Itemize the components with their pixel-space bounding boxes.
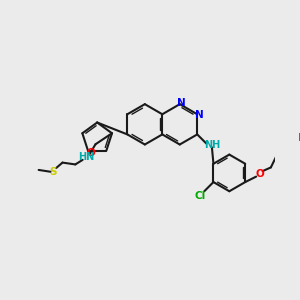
Text: S: S [50,167,57,177]
Text: O: O [256,169,264,179]
Text: HN: HN [78,152,94,162]
Text: Cl: Cl [194,191,205,201]
Text: NH: NH [205,140,221,150]
Text: N: N [195,110,203,120]
Text: N: N [177,98,186,108]
Text: F: F [298,133,300,143]
Text: O: O [86,148,95,158]
